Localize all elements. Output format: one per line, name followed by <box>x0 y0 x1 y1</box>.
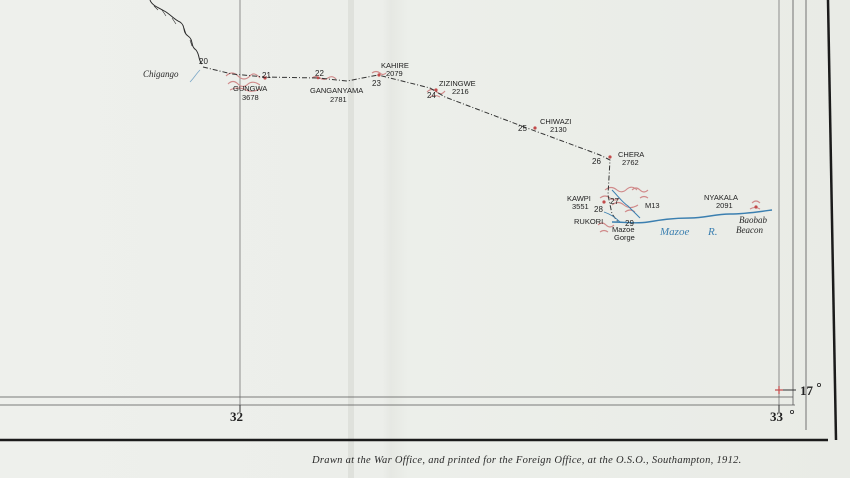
place-nyakala-name: NYAKALA <box>704 193 738 202</box>
degree-symbol-33 <box>790 409 795 414</box>
place-kawpi-name: KAWPI <box>567 194 591 203</box>
boundary-point-20: 20 <box>199 57 208 66</box>
place-chiwazi-height: 2130 <box>550 125 567 134</box>
boundary-point-28: 28 <box>594 205 603 214</box>
fold-crease <box>348 0 354 478</box>
mazoe-river <box>611 209 773 224</box>
place-chigango: Chigango <box>143 69 179 79</box>
boundary-point-23: 23 <box>372 79 381 88</box>
spot-markers <box>263 73 758 209</box>
map-credit: Drawn at the War Office, and printed for… <box>312 455 742 466</box>
place-ganganyama-name: GANGANYAMA <box>310 86 363 95</box>
place-mazoe-gorge-line1: Mazoe <box>612 225 635 234</box>
place-baobab-beacon-line1: Baobab <box>739 215 767 225</box>
place-baobab-beacon-line2: Beacon <box>736 225 763 235</box>
longitude-32-label: 32 <box>230 409 243 424</box>
latitude-17-label: 17 <box>800 383 814 398</box>
mazoe-tributary <box>611 189 641 219</box>
lat-17-tick <box>775 386 783 394</box>
boundary-point-29: 29 <box>625 219 634 228</box>
place-chiwazi-name: CHIWAZI <box>540 117 571 126</box>
place-kahire-name: KAHIRE <box>381 61 409 70</box>
chigango-stream <box>189 69 201 83</box>
place-m13: M13 <box>645 201 660 210</box>
place-kawpi-height: 3551 <box>572 202 589 211</box>
boundary-point-25: 25 <box>518 124 527 133</box>
boundary-point-24: 24 <box>427 91 436 100</box>
place-gungwa-name: GUNGWA <box>233 84 267 93</box>
degree-symbol-17 <box>817 382 822 387</box>
boundary-point-22: 22 <box>315 69 324 78</box>
boundary-point-27: 27 <box>610 197 619 206</box>
place-nyakala-height: 2091 <box>716 201 733 210</box>
northern-river <box>149 0 203 65</box>
place-zizingwe-name: ZIZINGWE <box>439 79 476 88</box>
place-rukori: RUKORI <box>574 217 603 226</box>
boundary-point-21: 21 <box>262 71 271 80</box>
map-frame <box>0 0 838 442</box>
place-ganganyama-height: 2781 <box>330 95 347 104</box>
boundary-point-26: 26 <box>592 157 601 166</box>
river-hachures <box>153 5 193 47</box>
place-gungwa-height: 3678 <box>242 93 259 102</box>
river-label-mazoe: Mazoe <box>659 226 689 238</box>
longitude-33-label: 33 <box>770 409 784 424</box>
place-kahire-height: 2079 <box>386 69 403 78</box>
place-zizingwe-height: 2216 <box>452 87 469 96</box>
place-chera-name: CHERA <box>618 150 644 159</box>
relief-hatching <box>225 70 761 233</box>
river-label-suffix: R. <box>707 226 717 238</box>
boundary-line <box>202 66 619 223</box>
place-mazoe-gorge-line2: Gorge <box>614 233 635 242</box>
place-chera-height: 2762 <box>622 158 639 167</box>
